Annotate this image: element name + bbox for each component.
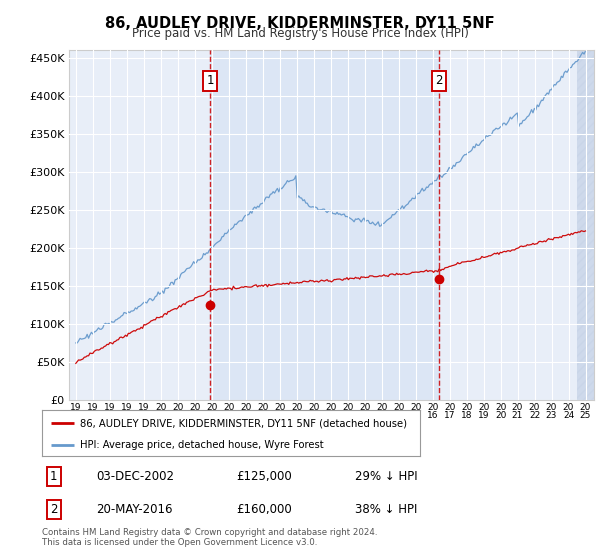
Text: £125,000: £125,000 <box>236 470 292 483</box>
Text: HPI: Average price, detached house, Wyre Forest: HPI: Average price, detached house, Wyre… <box>80 440 323 450</box>
Text: 20-MAY-2016: 20-MAY-2016 <box>96 503 173 516</box>
Text: 2: 2 <box>435 74 443 87</box>
Text: Price paid vs. HM Land Registry's House Price Index (HPI): Price paid vs. HM Land Registry's House … <box>131 27 469 40</box>
Text: 86, AUDLEY DRIVE, KIDDERMINSTER, DY11 5NF: 86, AUDLEY DRIVE, KIDDERMINSTER, DY11 5N… <box>105 16 495 31</box>
Bar <box>577 50 600 400</box>
Bar <box>211 50 439 400</box>
Text: 03-DEC-2002: 03-DEC-2002 <box>96 470 174 483</box>
Text: 2: 2 <box>50 503 58 516</box>
Text: 86, AUDLEY DRIVE, KIDDERMINSTER, DY11 5NF (detached house): 86, AUDLEY DRIVE, KIDDERMINSTER, DY11 5N… <box>80 418 407 428</box>
Text: 1: 1 <box>50 470 58 483</box>
Text: 29% ↓ HPI: 29% ↓ HPI <box>355 470 418 483</box>
Text: 1: 1 <box>206 74 214 87</box>
Text: Contains HM Land Registry data © Crown copyright and database right 2024.
This d: Contains HM Land Registry data © Crown c… <box>42 528 377 547</box>
Text: 38% ↓ HPI: 38% ↓ HPI <box>355 503 418 516</box>
Text: £160,000: £160,000 <box>236 503 292 516</box>
